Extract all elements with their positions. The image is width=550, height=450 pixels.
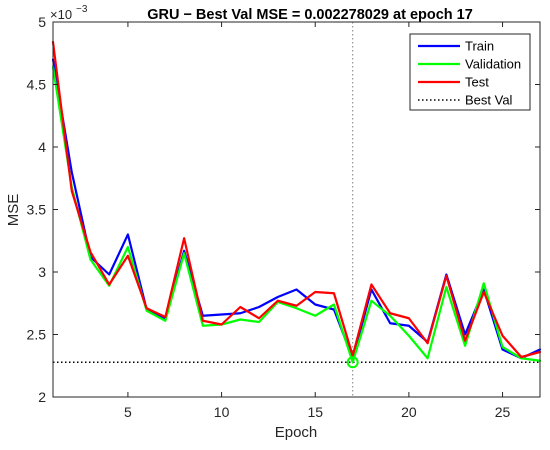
y-tick-label-3.5: 3.5 xyxy=(27,202,47,218)
best-val-marker xyxy=(346,356,359,369)
series-line-test xyxy=(51,40,542,359)
y-tick-label-4.5: 4.5 xyxy=(27,77,47,93)
legend-item-best-val: Best Val xyxy=(418,93,513,108)
chart-title: GRU − Best Val MSE = 0.002278029 at epoc… xyxy=(147,7,473,23)
legend-item-test: Test xyxy=(418,75,489,90)
y-tick-label-3: 3 xyxy=(38,264,46,280)
y-tick-label-2.5: 2.5 xyxy=(27,327,47,343)
x-tick-label-5: 5 xyxy=(124,404,132,420)
series-line-validation xyxy=(51,65,542,364)
y-tick-label-5: 5 xyxy=(38,14,46,30)
tick-labels-layer: 5 10 15 20 25 2 2.5 3 3.5 4 4.5 5 xyxy=(27,14,511,420)
x-tick-label-15: 15 xyxy=(307,404,323,420)
legend-items: Train Validation Test Best Val xyxy=(418,39,521,108)
y-exponent-base: ×10 xyxy=(50,7,72,22)
legend-label: Train xyxy=(465,39,494,54)
x-tick-label-20: 20 xyxy=(401,404,417,420)
marker-layer xyxy=(346,356,359,369)
ticks-layer xyxy=(53,21,540,398)
x-tick-label-25: 25 xyxy=(495,404,511,420)
legend-label: Test xyxy=(465,75,489,90)
y-tick-label-4: 4 xyxy=(38,139,46,155)
series-layer xyxy=(51,40,542,364)
series-line-train xyxy=(51,58,542,360)
reference-layer xyxy=(53,22,540,397)
legend-label: Validation xyxy=(465,57,521,72)
x-tick-label-10: 10 xyxy=(214,404,230,420)
y-exponent-power: −3 xyxy=(76,4,88,15)
x-axis-label: Epoch xyxy=(275,424,318,441)
legend-label: Best Val xyxy=(465,93,513,108)
y-exponent-label: ×10 −3 xyxy=(50,4,88,22)
y-tick-label-2: 2 xyxy=(38,389,46,405)
legend: Train Validation Test Best Val xyxy=(409,33,531,111)
legend-item-train: Train xyxy=(418,39,494,54)
y-axis-label: MSE xyxy=(5,194,22,227)
legend-item-validation: Validation xyxy=(418,57,521,72)
